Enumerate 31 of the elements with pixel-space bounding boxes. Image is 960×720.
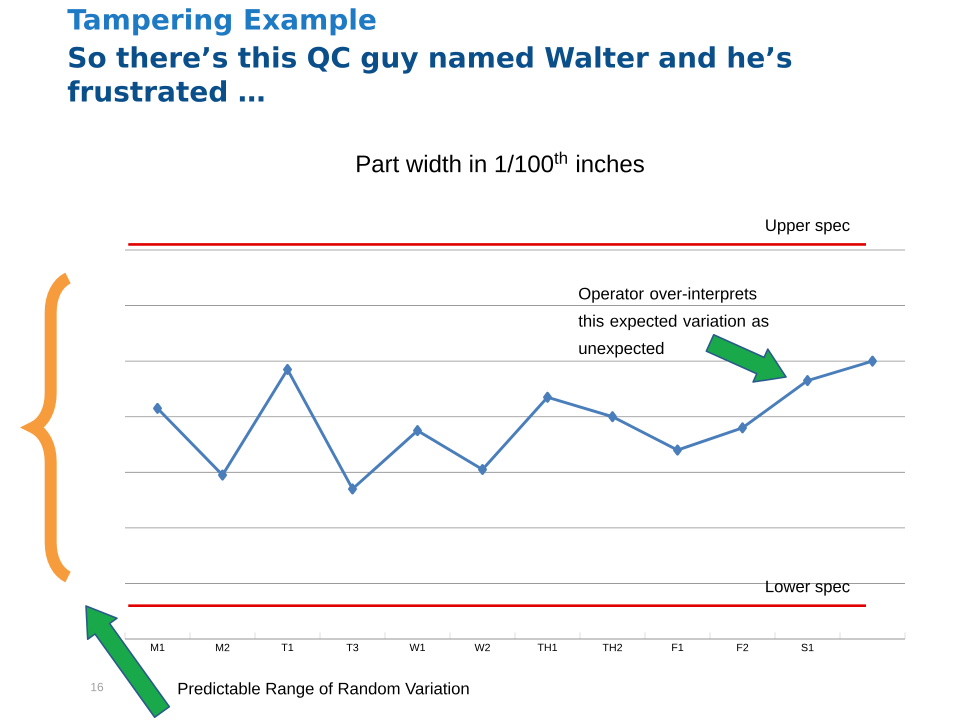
ref-line-label: Upper spec <box>766 219 850 234</box>
chart-title: Tampering Example <box>67 8 376 36</box>
x-tick-label: F2 <box>737 644 748 652</box>
point <box>478 464 487 475</box>
text: 16 <box>91 682 104 692</box>
point <box>283 364 292 375</box>
point <box>153 402 162 414</box>
x-tick-label: F1 <box>672 644 684 652</box>
point <box>673 444 682 456</box>
text: Predictable Range of Random Variation <box>178 682 469 698</box>
x-tick-label: S1 <box>801 644 814 652</box>
x-tick-label: T3 <box>346 644 358 652</box>
point <box>868 356 877 367</box>
point <box>218 470 227 481</box>
point <box>738 422 747 434</box>
ref-line-label: Lower spec <box>766 580 850 596</box>
x-tick-label: W1 <box>410 644 425 652</box>
x-tick-label: M2 <box>216 644 230 652</box>
text: Operator over-interprets this expected variation as unexpected <box>578 287 768 358</box>
text: Part width in 1/100$^{th}$ inches <box>357 152 644 172</box>
point <box>543 392 552 403</box>
point <box>413 425 422 436</box>
point <box>348 483 357 494</box>
point <box>608 411 617 422</box>
chart-subtitle: So there’s this QC guy named Walter and he’s frustrated … <box>68 46 792 102</box>
x-tick-label: TH1 <box>538 644 558 652</box>
x-tick-label: TH2 <box>602 644 622 652</box>
x-tick-label: M1 <box>150 644 164 652</box>
point <box>803 375 812 386</box>
x-tick-label: T1 <box>282 644 294 652</box>
x-tick-label: W2 <box>474 644 490 652</box>
